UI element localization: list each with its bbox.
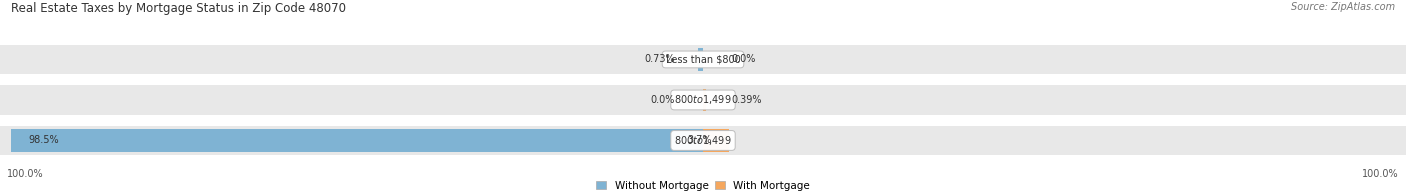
Text: $800 to $1,499: $800 to $1,499 — [675, 134, 731, 147]
Bar — [0, 45, 1406, 74]
Text: 0.0%: 0.0% — [731, 54, 755, 64]
Bar — [703, 129, 728, 152]
Text: 0.39%: 0.39% — [731, 95, 762, 105]
Bar — [0, 85, 1406, 114]
Text: 100.0%: 100.0% — [7, 169, 44, 179]
Text: $800 to $1,499: $800 to $1,499 — [675, 93, 731, 106]
Text: 100.0%: 100.0% — [1362, 169, 1399, 179]
Text: 0.0%: 0.0% — [651, 95, 675, 105]
Text: Less than $800: Less than $800 — [665, 54, 741, 64]
Text: Source: ZipAtlas.com: Source: ZipAtlas.com — [1291, 2, 1395, 12]
Legend: Without Mortgage, With Mortgage: Without Mortgage, With Mortgage — [596, 181, 810, 191]
Bar — [703, 89, 706, 111]
Text: 3.7%: 3.7% — [688, 135, 711, 145]
Bar — [0, 126, 1406, 155]
Bar — [697, 48, 703, 71]
Bar — [10, 129, 703, 152]
Text: 0.73%: 0.73% — [644, 54, 675, 64]
Text: 98.5%: 98.5% — [28, 135, 59, 145]
Text: Real Estate Taxes by Mortgage Status in Zip Code 48070: Real Estate Taxes by Mortgage Status in … — [11, 2, 346, 15]
